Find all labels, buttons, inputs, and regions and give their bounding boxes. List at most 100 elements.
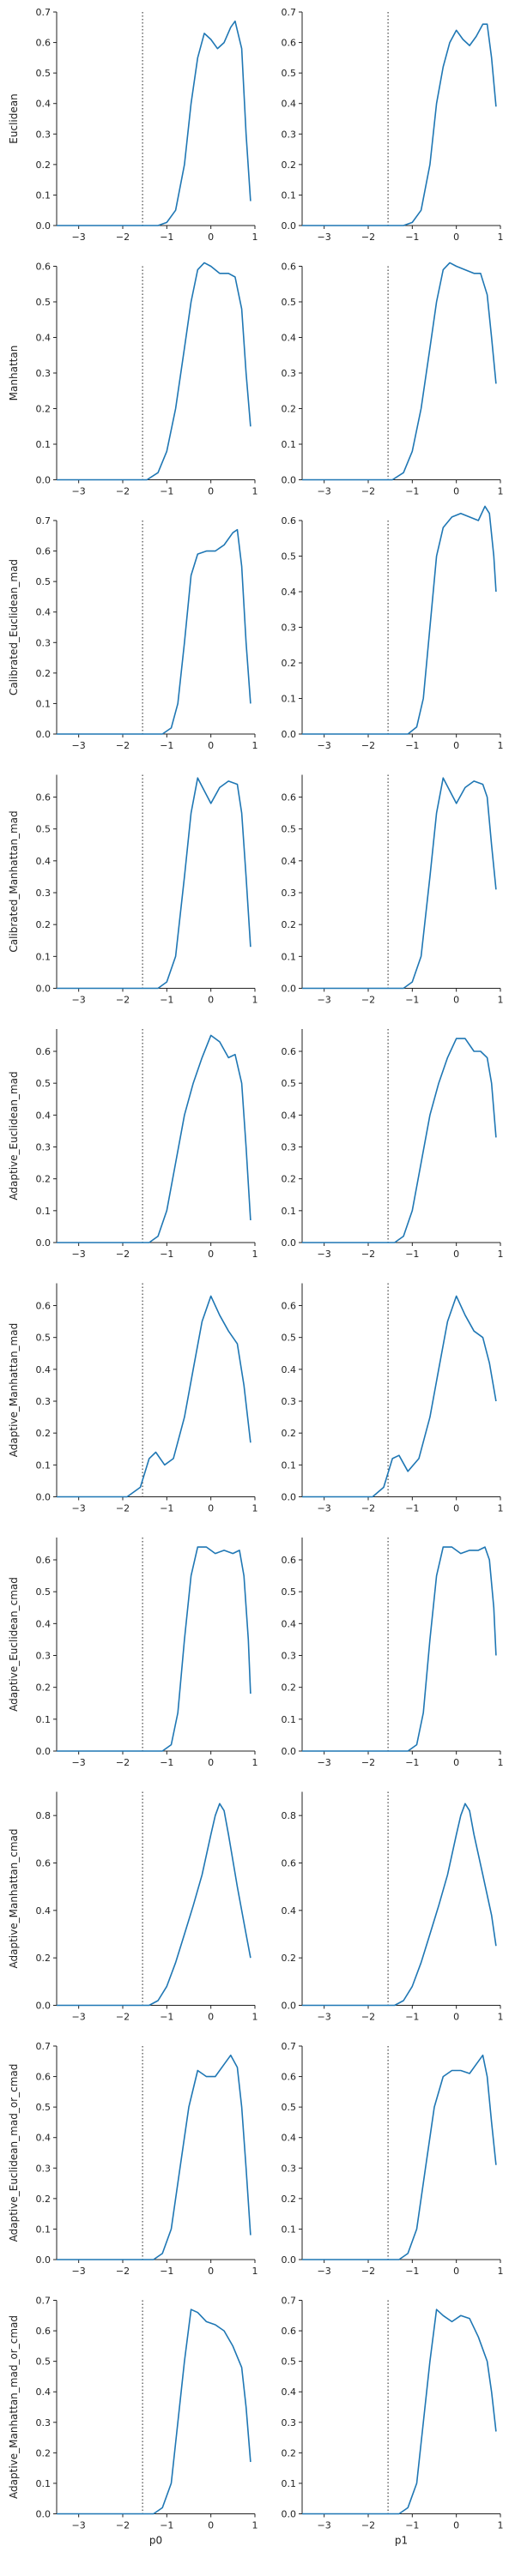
y-tick-label: 0.0	[36, 2509, 52, 2520]
x-tick-label: −2	[361, 1757, 375, 1768]
x-tick-label: −1	[405, 2266, 419, 2277]
y-tick-label: 0.1	[282, 2478, 297, 2489]
y-tick-label: 0.6	[36, 792, 52, 803]
x-tick-label: −1	[160, 1503, 173, 1514]
y-tick-label: 0.4	[36, 1905, 52, 1917]
x-tick-label: −2	[116, 2520, 130, 2531]
y-tick-label: 0.6	[36, 1046, 52, 1057]
y-tick-label: 0.4	[36, 607, 52, 618]
y-tick-label: 0.5	[282, 1333, 297, 1344]
y-tick-label: 0.0	[36, 984, 52, 995]
y-tick-label: 0.5	[36, 576, 52, 587]
y-tick-label: 0.4	[282, 2133, 297, 2144]
y-tick-label: 0.7	[36, 7, 52, 18]
x-tick-label: −2	[361, 1249, 375, 1260]
x-tick-label: −2	[116, 740, 130, 751]
y-tick-label: 0.2	[282, 1953, 297, 1964]
density-line	[302, 1295, 497, 1498]
density-line	[57, 262, 251, 481]
x-tick-label: −2	[361, 486, 375, 497]
x-tick-label: −3	[318, 995, 331, 1006]
y-tick-label: 0.6	[282, 1046, 297, 1057]
y-tick-label: 0.6	[282, 1858, 297, 1869]
x-tick-label: −1	[160, 2520, 173, 2531]
x-tick-label: −3	[318, 232, 331, 243]
y-tick-label: 0.0	[282, 2509, 297, 2520]
y-tick-label: 0.2	[36, 2194, 52, 2205]
x-tick-label: −1	[405, 232, 419, 243]
x-tick-label: −2	[116, 1503, 130, 1514]
x-tick-label: 0	[208, 1757, 214, 1768]
y-tick-label: 0.2	[36, 668, 52, 679]
x-tick-label: −2	[116, 1757, 130, 1768]
y-tick-label: 0.7	[36, 2041, 52, 2052]
density-line	[57, 1803, 251, 2007]
x-tick-label: −3	[318, 740, 331, 751]
density-line	[302, 1546, 497, 1752]
y-tick-label: 0.0	[36, 2001, 52, 2012]
y-tick-label: 0.0	[282, 2254, 297, 2266]
y-tick-label: 0.8	[36, 1810, 52, 1821]
y-tick-label: 0.7	[36, 515, 52, 527]
y-tick-label: 0.3	[282, 2417, 297, 2429]
x-tick-label: −3	[72, 1249, 86, 1260]
y-tick-label: 0.0	[36, 2254, 52, 2266]
x-tick-label: −1	[405, 1249, 419, 1260]
y-tick-label: 0.7	[282, 7, 297, 18]
density-line	[302, 2308, 497, 2515]
density-line	[302, 1038, 497, 1243]
x-tick-label: 0	[453, 2266, 459, 2277]
y-tick-label: 0.4	[36, 856, 52, 867]
subplot: 0.0 0.1 0.2 0.3 0.4 0.5 0.6 0.7 −3 −2 −1 0 1 Adaptive…	[8, 2041, 258, 2277]
y-tick-label: 0.1	[282, 1714, 297, 1725]
x-tick-label: −1	[405, 486, 419, 497]
subplot: 0.0 0.2 0.4 0.6 0.8 −3 −2 −1 0 1	[282, 1791, 504, 2023]
y-tick-label: 0.2	[36, 1953, 52, 1964]
x-tick-label: −2	[361, 740, 375, 751]
subplot: 0.0 0.1 0.2 0.3 0.4 0.5 0.6 −3 −2 −1 0 1 Manhattan	[8, 262, 258, 497]
y-tick-label: 0.2	[282, 1174, 297, 1185]
density-line	[57, 1034, 251, 1243]
y-tick-label: 0.6	[36, 262, 52, 273]
density-line	[57, 528, 251, 735]
x-tick-label: −1	[405, 2012, 419, 2023]
y-tick-label: 0.5	[36, 1333, 52, 1344]
subplot: 0.0 0.1 0.2 0.3 0.4 0.5 0.6 0.7 −3 −2 −1 0 1 p1	[282, 2296, 504, 2547]
y-tick-label: 0.4	[282, 1905, 297, 1917]
y-tick-label: 0.5	[36, 2356, 52, 2368]
y-tick-label: 0.1	[36, 951, 52, 962]
y-tick-label: 0.7	[282, 2041, 297, 2052]
y-tick-label: 0.4	[282, 2386, 297, 2398]
y-tick-label: 0.3	[282, 129, 297, 140]
y-tick-label: 0.0	[36, 1237, 52, 1249]
x-tick-label: −1	[405, 1757, 419, 1768]
y-tick-label: 0.4	[36, 1364, 52, 1375]
y-tick-label: 0.5	[282, 2102, 297, 2113]
x-tick-label: −1	[405, 1503, 419, 1514]
y-tick-label: 0.0	[282, 984, 297, 995]
x-tick-label: 0	[453, 232, 459, 243]
x-tick-label: 0	[208, 232, 214, 243]
x-tick-label: −1	[160, 1249, 173, 1260]
density-line	[302, 2054, 497, 2260]
x-tick-label: −1	[160, 2266, 173, 2277]
x-tick-label: −1	[160, 232, 173, 243]
subplot: 0.0 0.1 0.2 0.3 0.4 0.5 0.6 −3 −2 −1 0 1	[282, 1283, 504, 1514]
y-tick-label: 0.6	[36, 2072, 52, 2083]
y-tick-label: 0.5	[282, 2356, 297, 2368]
y-tick-label: 0.3	[282, 888, 297, 899]
x-tick-label: −2	[361, 2520, 375, 2531]
x-tick-label: 1	[498, 1249, 504, 1260]
x-tick-label: −3	[318, 2012, 331, 2023]
subplot: 0.0 0.1 0.2 0.3 0.4 0.5 0.6 0.7 −3 −2 −1 0 1	[282, 7, 504, 243]
x-tick-label: −3	[318, 1249, 331, 1260]
density-line	[57, 1546, 251, 1752]
y-tick-label: 0.4	[36, 1110, 52, 1121]
x-tick-label: −2	[116, 486, 130, 497]
y-tick-label: 0.8	[282, 1810, 297, 1821]
y-tick-label: 0.1	[282, 951, 297, 962]
y-tick-label: 0.2	[282, 1682, 297, 1694]
density-line	[57, 20, 251, 226]
